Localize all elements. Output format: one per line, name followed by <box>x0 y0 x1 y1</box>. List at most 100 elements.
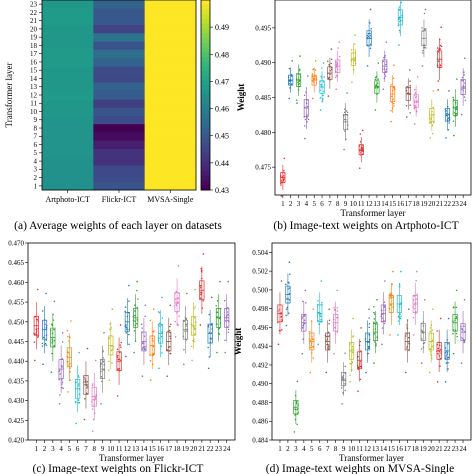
colorbar-segment <box>201 147 210 153</box>
data-point <box>224 320 227 322</box>
data-point <box>178 292 180 295</box>
data-point <box>360 366 363 368</box>
x-tick-label: 6 <box>76 445 80 453</box>
data-point <box>422 30 424 32</box>
outlier-point <box>42 363 44 366</box>
x-tick-label: 13 <box>373 200 381 208</box>
data-point <box>176 311 178 314</box>
data-point <box>327 331 330 334</box>
data-point <box>397 320 400 322</box>
x-tick-label: 1 <box>278 445 282 453</box>
data-point <box>290 84 293 86</box>
data-point <box>412 306 414 308</box>
data-point <box>436 64 439 67</box>
data-point <box>343 130 346 132</box>
data-point <box>61 381 64 383</box>
data-point <box>360 152 362 154</box>
x-tick-label: 14 <box>380 445 388 453</box>
data-point <box>383 319 385 322</box>
data-point <box>329 79 331 81</box>
data-point <box>320 85 323 87</box>
heatmap-cell <box>42 115 94 125</box>
data-point <box>190 323 193 325</box>
outlier-point <box>169 304 172 307</box>
data-point <box>329 73 331 75</box>
outlier-point <box>440 26 442 28</box>
data-point <box>446 112 448 115</box>
data-point <box>422 342 425 345</box>
data-point <box>448 119 451 122</box>
data-point <box>66 360 69 363</box>
colorbar-segment <box>201 161 210 167</box>
x-tick-label: 4 <box>59 445 63 453</box>
data-point <box>77 399 80 401</box>
data-point <box>462 90 464 92</box>
colorbar-segment <box>201 9 210 15</box>
data-point <box>136 289 138 292</box>
heatmap-cell <box>42 66 94 75</box>
data-point <box>144 348 146 351</box>
outlier-point <box>358 167 361 169</box>
data-point <box>315 78 318 81</box>
data-point <box>303 319 306 321</box>
data-point <box>298 80 301 82</box>
x-tick-label: 18 <box>412 445 420 453</box>
data-point <box>44 342 47 345</box>
y-tick-label: 12 <box>30 91 38 99</box>
data-point <box>385 63 387 66</box>
data-point <box>61 366 63 368</box>
heatmap-cell <box>93 24 145 34</box>
data-point <box>210 324 213 326</box>
data-point <box>69 362 71 365</box>
data-point <box>392 77 395 79</box>
outlier-point <box>296 380 299 383</box>
x-tick-label: 11 <box>358 200 365 208</box>
data-point <box>377 78 379 80</box>
colorbar-segment <box>201 152 210 158</box>
data-point <box>200 285 202 287</box>
data-point <box>336 64 338 67</box>
data-point <box>157 324 160 326</box>
data-point <box>306 102 308 104</box>
outlier-point <box>431 308 434 310</box>
data-point <box>59 373 61 375</box>
data-point <box>405 87 407 89</box>
data-point <box>383 77 385 80</box>
data-point <box>285 283 287 286</box>
colorbar-segment <box>201 23 210 29</box>
data-point <box>168 350 171 352</box>
heatmap-cell <box>144 8 197 17</box>
data-point <box>216 316 218 318</box>
data-point <box>280 315 283 318</box>
data-point <box>192 339 194 342</box>
data-point <box>430 116 433 118</box>
data-point <box>134 304 136 306</box>
data-point <box>361 144 364 146</box>
heatmap-cell <box>93 90 145 100</box>
outlier-point <box>463 57 466 60</box>
panel-d-scatter: 0.484 0.486 0.488 0.490 0.492 0.494 0.496 0.498… <box>233 242 472 463</box>
data-point <box>193 307 195 310</box>
outlier-point <box>346 92 348 94</box>
heatmap-cell <box>42 173 94 183</box>
x-tick-label: 2 <box>289 200 293 208</box>
data-point <box>111 362 113 364</box>
data-point <box>344 365 346 368</box>
y-tick-label: 13 <box>30 83 38 91</box>
x-tick-label: 20 <box>428 200 436 208</box>
heatmap-cell <box>93 123 145 133</box>
outlier-point <box>94 359 97 362</box>
data-point <box>446 353 448 356</box>
data-point <box>194 306 196 308</box>
y-tick-label: 22 <box>30 9 38 17</box>
x-tick-label: 12 <box>124 445 132 453</box>
data-point <box>69 367 71 369</box>
x-tick-label: 20 <box>190 445 198 453</box>
data-point <box>200 269 203 272</box>
outlier-point <box>158 367 160 370</box>
outlier-point <box>283 157 286 160</box>
heatmap-cell <box>93 49 145 59</box>
data-point <box>101 380 103 383</box>
data-point <box>366 37 368 40</box>
outlier-point <box>405 371 407 374</box>
